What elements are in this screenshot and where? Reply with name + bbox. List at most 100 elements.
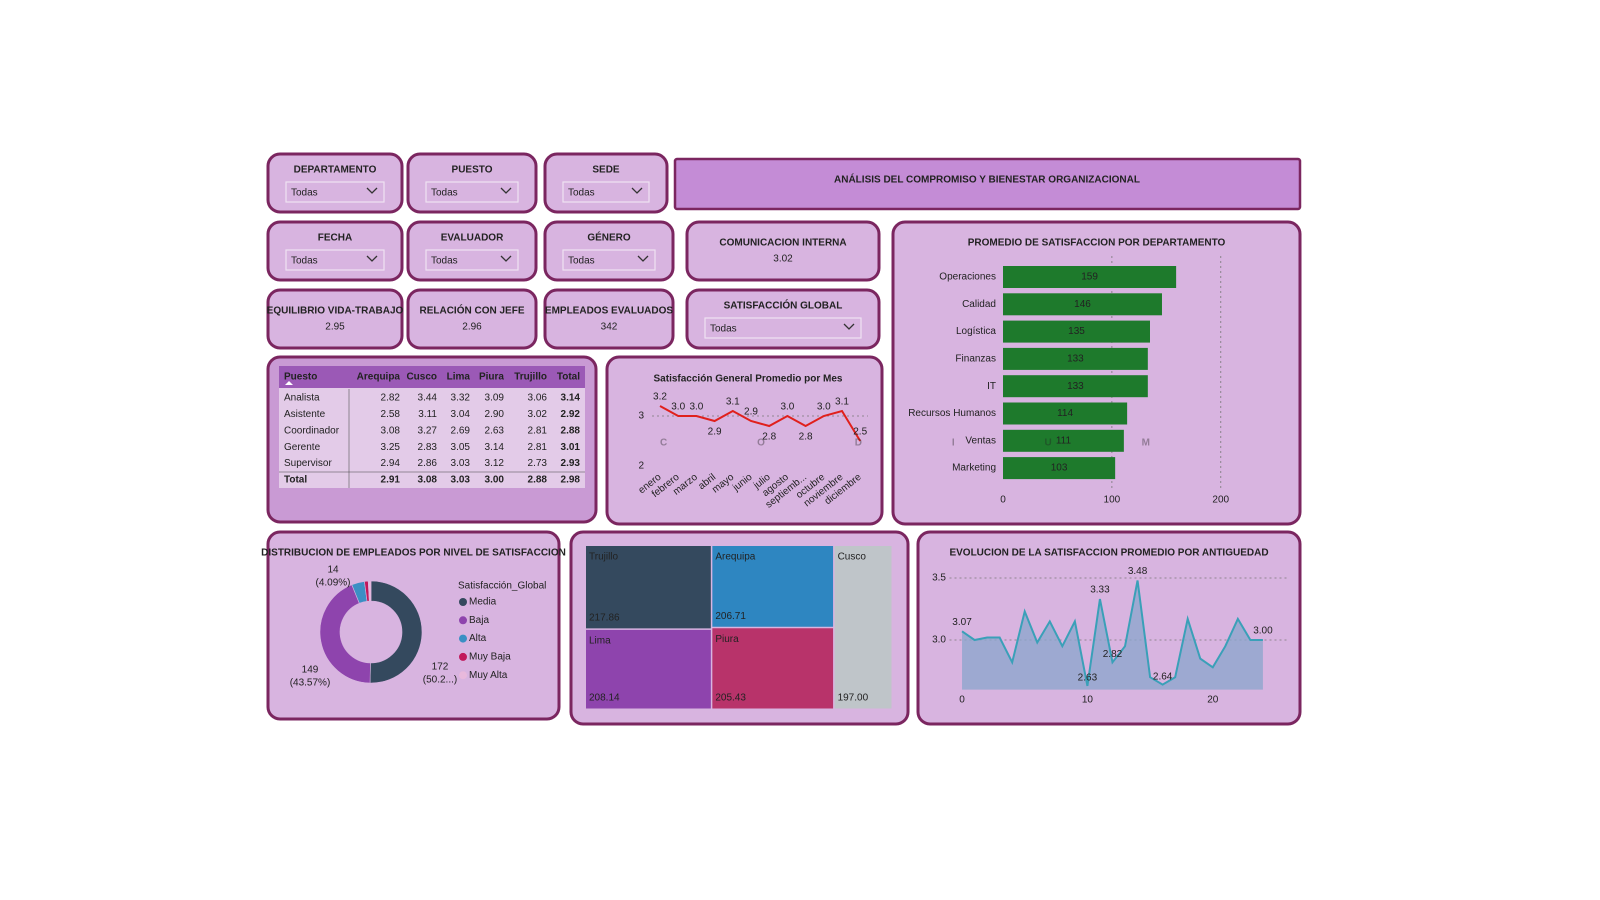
filter-label: PUESTO <box>452 165 493 176</box>
y-tick-label: 3 <box>638 411 644 422</box>
table-cell: 2.92 <box>561 409 581 420</box>
table-header-cell: Lima <box>447 372 471 383</box>
data-label: 3.33 <box>1090 585 1110 596</box>
filter-dropdown[interactable] <box>704 317 862 339</box>
panel <box>406 288 538 350</box>
data-label: 3.1 <box>726 397 740 408</box>
x-tick-label: 10 <box>1082 695 1094 706</box>
data-label: (4.09%) <box>315 578 350 589</box>
filter-dropdown[interactable] <box>425 181 519 203</box>
filter-dropdown[interactable] <box>562 249 656 271</box>
data-label: 2.8 <box>799 432 813 443</box>
filter-value: Todas <box>431 256 458 267</box>
tile-value: 197.00 <box>838 693 869 704</box>
dropdown-chevron <box>366 187 378 194</box>
table-cell: 2.90 <box>485 409 505 420</box>
data-label: (50.2...) <box>423 675 457 686</box>
chart-title: PROMEDIO DE SATISFACCION POR DEPARTAMENT… <box>968 238 1226 249</box>
data-label: 14 <box>327 565 339 576</box>
table-cell: 2.94 <box>381 458 401 469</box>
chart-title: DISTRIBUCION DE EMPLEADOS POR NIVEL DE S… <box>261 548 566 559</box>
line <box>961 580 1263 687</box>
legend-swatch <box>459 616 467 625</box>
table-cell: 3.03 <box>451 458 471 469</box>
y-tick-label: Finanzas <box>955 354 996 365</box>
data-label: 103 <box>1051 463 1068 474</box>
data-label: 3.00 <box>1253 626 1273 637</box>
donut-slice <box>319 584 371 684</box>
sort-arrow <box>285 381 293 385</box>
treemap-tile <box>586 546 711 629</box>
table-cell: 2.82 <box>381 393 401 404</box>
table-cell: 3.32 <box>451 393 471 404</box>
table-header-cell: Piura <box>479 372 504 383</box>
y-tick-label: Marketing <box>952 463 996 474</box>
filter-dropdown[interactable] <box>285 181 385 203</box>
y-tick-label: 3.5 <box>932 573 946 584</box>
table-header <box>279 366 585 388</box>
data-label: 3.48 <box>1128 566 1148 577</box>
dropdown-chevron <box>366 255 378 262</box>
chart-title: EVOLUCION DE LA SATISFACCION PROMEDIO PO… <box>949 548 1268 559</box>
table-cell: 3.00 <box>485 475 505 486</box>
data-label: 135 <box>1068 326 1085 337</box>
tile-value: 206.71 <box>715 611 746 622</box>
table-cell: Total <box>284 475 307 486</box>
table-cell: 3.02 <box>528 409 548 420</box>
panel <box>266 288 404 350</box>
table-cell: 3.11 <box>418 409 437 420</box>
data-label: 111 <box>1056 435 1072 446</box>
legend-label: Muy Baja <box>469 652 511 663</box>
filter-dropdown[interactable] <box>562 181 650 203</box>
tile-label: Piura <box>715 634 739 645</box>
table-header-cell: Arequipa <box>357 372 401 383</box>
line <box>659 405 862 442</box>
kpi-label: EMPLEADOS EVALUADOS <box>545 306 673 317</box>
table-cell: Supervisor <box>284 458 332 469</box>
bar <box>1003 293 1162 316</box>
legend-swatch <box>459 634 467 643</box>
table-cell: 2.98 <box>561 475 581 486</box>
data-label: 2.8 <box>762 432 776 443</box>
data-label: 2.82 <box>1103 649 1123 660</box>
bar <box>1003 320 1150 343</box>
tile-value: 205.43 <box>715 693 746 704</box>
dropdown-chevron <box>500 187 512 194</box>
data-label: 2.64 <box>1153 671 1173 682</box>
data-label: 3.2 <box>653 392 667 403</box>
filter-dropdown[interactable] <box>285 249 385 271</box>
bar <box>1003 266 1177 288</box>
kpi-value: 342 <box>601 322 618 333</box>
title-banner <box>673 157 1302 211</box>
x-tick-label: 200 <box>1212 495 1229 506</box>
table-cell: Gerente <box>284 442 321 453</box>
table-cell: 2.91 <box>381 475 401 486</box>
x-tick-label: 0 <box>959 695 965 706</box>
y-tick-label: Recursos Humanos <box>908 408 996 419</box>
legend-label: Media <box>469 597 497 608</box>
y-tick-label: 2 <box>638 461 644 472</box>
table-cell: 2.88 <box>561 425 581 436</box>
table-cell: 3.27 <box>418 425 438 436</box>
data-label: 2.63 <box>1078 673 1098 684</box>
table-cell: Analista <box>284 393 320 404</box>
filter-label: GÉNERO <box>587 231 631 244</box>
table-body <box>279 388 585 488</box>
y-tick-label: Operaciones <box>939 272 996 283</box>
filter-label: FECHA <box>318 233 352 244</box>
filter-dropdown[interactable] <box>425 249 519 271</box>
table-cell: 3.03 <box>451 475 471 486</box>
y-tick-label: Ventas <box>965 435 996 446</box>
chart-title: Satisfacción General Promedio por Mes <box>654 374 843 385</box>
table-cell: 2.86 <box>418 458 438 469</box>
table-header-cell: Puesto <box>284 372 317 383</box>
table-cell: 2.81 <box>528 442 548 453</box>
filter-value: Todas <box>291 188 318 199</box>
table-cell: 3.08 <box>418 475 438 486</box>
table-cell: 2.88 <box>528 475 548 486</box>
bar <box>1003 429 1124 452</box>
table-cell: 3.08 <box>381 425 401 436</box>
filter-value: Todas <box>291 256 318 267</box>
table-header-cell: Trujillo <box>514 372 547 383</box>
